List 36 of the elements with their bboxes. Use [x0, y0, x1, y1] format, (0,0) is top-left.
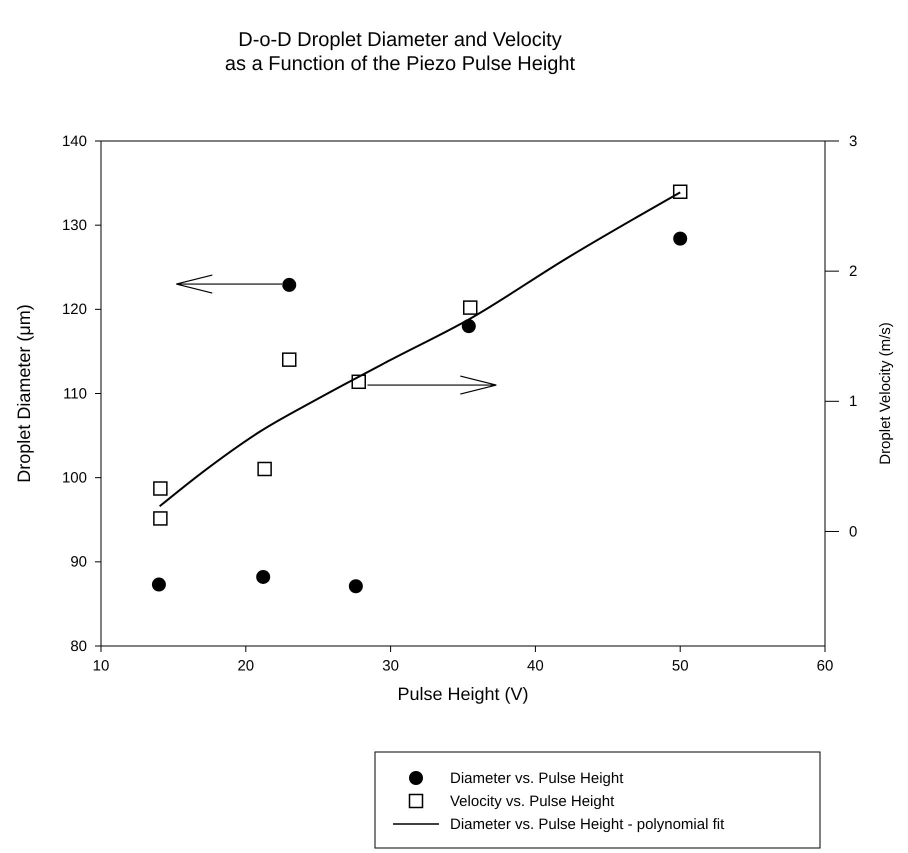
x-tick-label: 40 — [527, 658, 544, 675]
point — [462, 300, 478, 315]
point — [462, 319, 476, 334]
point — [153, 511, 168, 526]
y2-axis-title: Droplet Velocity (m/s) — [877, 322, 894, 465]
y-tick-label: 120 — [62, 301, 87, 318]
y-tick-label: 80 — [70, 638, 87, 655]
x-tick-label: 10 — [92, 658, 110, 675]
point — [153, 481, 168, 496]
y2-tick-label: 3 — [849, 132, 858, 150]
y-tick-label: 100 — [62, 469, 87, 486]
y2-tick-label: 1 — [849, 393, 858, 410]
point — [257, 462, 272, 476]
y-tick-label: 140 — [62, 132, 87, 150]
y-axis-title: Droplet Diameter (μm) — [14, 304, 34, 483]
point — [673, 232, 688, 246]
legend-label: Velocity vs. Pulse Height — [450, 793, 616, 810]
point — [282, 352, 296, 367]
point — [348, 579, 363, 594]
point — [282, 278, 296, 292]
y-tick-label: 90 — [70, 554, 87, 571]
y2-tick-label: 0 — [849, 523, 858, 540]
x-axis-title: Pulse Height (V) — [397, 684, 529, 704]
x-tick-label: 20 — [237, 658, 254, 675]
x-tick-label: 50 — [672, 658, 689, 675]
y-tick-label: 110 — [63, 385, 87, 402]
y-tick-label: 130 — [62, 216, 87, 234]
point — [152, 578, 166, 592]
x-tick-label: 60 — [816, 658, 834, 675]
x-tick-label: 30 — [382, 658, 399, 675]
y2-tick-label: 2 — [849, 262, 858, 280]
point — [672, 184, 688, 200]
chart-title: D-o-D Droplet Diameter and Velocity as a Function of the Piezo Pulse Height — [224, 29, 576, 75]
legend-label: Diameter vs. Pulse Height - polynomial fit — [450, 816, 726, 833]
legend-label: Diameter vs. Pulse Height — [450, 770, 624, 787]
point — [256, 570, 270, 584]
